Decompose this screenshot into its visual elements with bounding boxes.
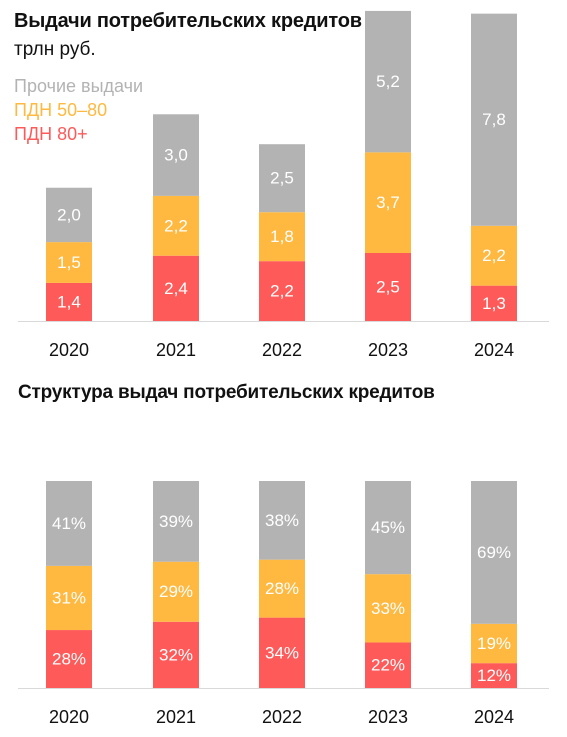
structure-bar-pdn_80-2020 <box>46 630 92 688</box>
legend-item-pdn-80: ПДН 80+ <box>14 124 88 144</box>
structure-data-label-other-2024: 69% <box>477 543 511 562</box>
structure-data-label-pdn_80-2023: 22% <box>371 656 405 675</box>
structure-data-label-pdn_80-2022: 34% <box>265 643 299 662</box>
structure-chart-title: Структура выдач потребительских кредитов <box>18 382 435 403</box>
volume-bar-other-2022 <box>259 144 305 213</box>
structure-bar-other-2024 <box>471 481 517 624</box>
volume-bar-pdn_80-2024 <box>471 285 517 321</box>
legend-item-pdn-50-80: ПДН 50–80 <box>14 100 108 120</box>
structure-bar-other-2020 <box>46 481 92 566</box>
volume-bar-pdn_50_80-2023 <box>365 152 411 253</box>
volume-x-tick-label: 2021 <box>156 340 196 360</box>
volume-data-label-pdn_50_80-2023: 3,7 <box>376 193 400 212</box>
volume-data-label-pdn_80-2024: 1,3 <box>482 294 506 313</box>
volume-bar-pdn_50_80-2024 <box>471 225 517 286</box>
volume-data-label-pdn_50_80-2024: 2,2 <box>482 246 506 265</box>
volume-bar-pdn_80-2021 <box>153 255 199 321</box>
volume-bar-other-2020 <box>46 187 92 243</box>
volume-data-label-other-2020: 2,0 <box>57 205 81 224</box>
volume-bar-pdn_80-2022 <box>259 261 305 321</box>
structure-bar-pdn_80-2024 <box>471 663 517 688</box>
volume-x-tick-label: 2024 <box>474 340 514 360</box>
volume-data-label-pdn_80-2022: 2,2 <box>270 282 294 301</box>
legend-item-other: Прочие выдачи <box>14 76 144 96</box>
chart-subtitle: трлн руб. <box>14 39 96 60</box>
structure-data-label-pdn_80-2021: 32% <box>159 645 193 664</box>
volume-bar-pdn_80-2020 <box>46 282 92 321</box>
structure-bar-pdn_80-2021 <box>153 621 199 688</box>
structure-data-label-pdn_50_80-2023: 33% <box>371 599 405 618</box>
structure-data-label-pdn_80-2020: 28% <box>52 650 86 669</box>
structure-data-label-other-2022: 38% <box>265 511 299 530</box>
volume-bar-pdn_50_80-2022 <box>259 212 305 262</box>
volume-data-label-pdn_50_80-2022: 1,8 <box>270 227 294 246</box>
structure-x-tick-label: 2024 <box>474 707 514 727</box>
structure-x-tick-label: 2020 <box>49 707 89 727</box>
structure-x-tick-label: 2023 <box>368 707 408 727</box>
volume-bar-other-2024 <box>471 13 517 226</box>
structure-bar-pdn_50_80-2021 <box>153 561 199 622</box>
volume-data-label-pdn_80-2021: 2,4 <box>164 279 188 298</box>
structure-data-label-other-2020: 41% <box>52 514 86 533</box>
volume-x-tick-label: 2023 <box>368 340 408 360</box>
volume-data-label-other-2022: 2,5 <box>270 169 294 188</box>
structure-bar-other-2022 <box>259 481 305 560</box>
structure-data-label-pdn_50_80-2022: 28% <box>265 579 299 598</box>
volume-bar-pdn_50_80-2021 <box>153 195 199 256</box>
structure-x-tick-label: 2022 <box>262 707 302 727</box>
volume-x-tick-label: 2022 <box>262 340 302 360</box>
structure-data-label-pdn_80-2024: 12% <box>477 666 511 685</box>
volume-data-label-other-2024: 7,8 <box>482 110 506 129</box>
volume-data-label-other-2021: 3,0 <box>164 146 188 165</box>
structure-data-label-pdn_50_80-2024: 19% <box>477 634 511 653</box>
structure-bar-other-2023 <box>365 481 411 575</box>
structure-bar-pdn_50_80-2020 <box>46 565 92 631</box>
volume-data-label-pdn_50_80-2021: 2,2 <box>164 216 188 235</box>
structure-bar-pdn_80-2022 <box>259 617 305 688</box>
structure-bar-pdn_80-2023 <box>365 642 411 688</box>
structure-bar-pdn_50_80-2023 <box>365 574 411 643</box>
volume-data-label-other-2023: 5,2 <box>376 72 400 91</box>
volume-data-label-pdn_80-2020: 1,4 <box>57 292 81 311</box>
legend: Прочие выдачи ПДН 50–80 ПДН 80+ <box>14 74 143 146</box>
structure-data-label-other-2023: 45% <box>371 518 405 537</box>
structure-data-label-pdn_50_80-2021: 29% <box>159 582 193 601</box>
volume-bar-pdn_50_80-2020 <box>46 242 92 283</box>
volume-bar-pdn_80-2023 <box>365 253 411 321</box>
structure-bar-other-2021 <box>153 481 199 562</box>
volume-data-label-pdn_80-2023: 2,5 <box>376 278 400 297</box>
structure-bar-pdn_50_80-2024 <box>471 623 517 664</box>
volume-x-tick-label: 2020 <box>49 340 89 360</box>
structure-data-label-other-2021: 39% <box>159 512 193 531</box>
volume-data-label-pdn_50_80-2020: 1,5 <box>57 253 81 272</box>
volume-bar-other-2021 <box>153 114 199 196</box>
structure-data-label-pdn_50_80-2020: 31% <box>52 588 86 607</box>
structure-bar-pdn_50_80-2022 <box>259 559 305 618</box>
chart-title: Выдачи потребительских кредитов <box>14 10 362 32</box>
structure-x-tick-label: 2021 <box>156 707 196 727</box>
volume-bar-other-2023 <box>365 10 411 153</box>
